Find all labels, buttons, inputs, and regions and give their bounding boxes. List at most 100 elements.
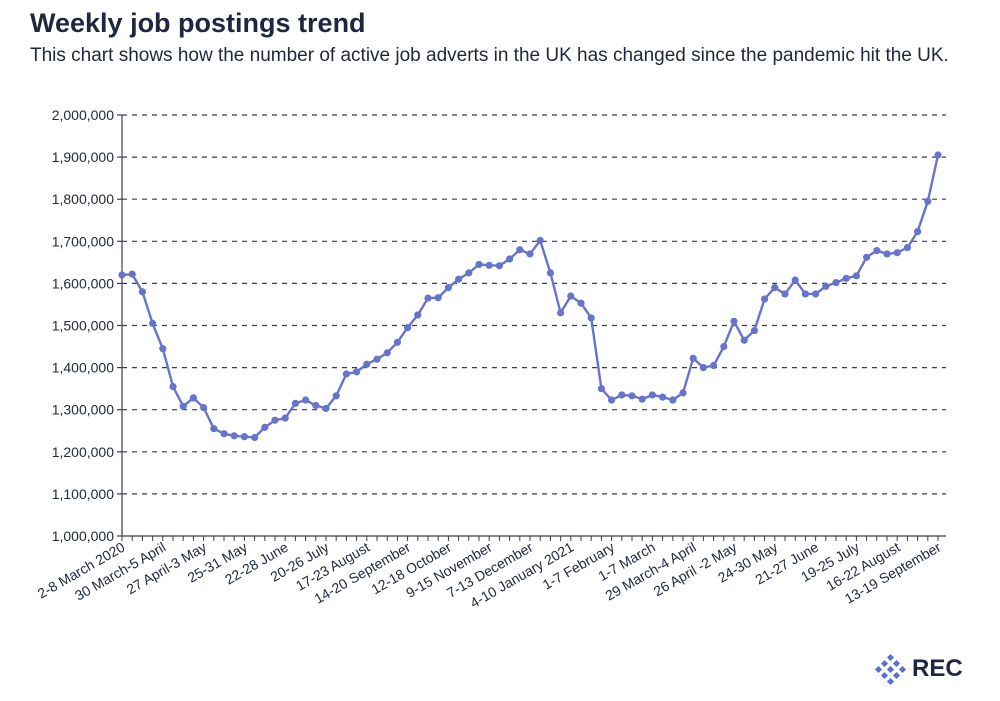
logo-square <box>898 665 907 674</box>
y-tick-label: 1,200,000 <box>52 444 114 460</box>
chart-subtitle: This chart shows how the number of activ… <box>30 45 949 66</box>
data-point <box>750 326 759 335</box>
data-point <box>526 250 534 258</box>
data-point <box>924 197 932 205</box>
y-tick-label: 1,300,000 <box>52 402 114 418</box>
data-point <box>230 432 238 440</box>
data-point <box>832 278 840 287</box>
data-point <box>312 401 320 410</box>
data-point <box>761 295 769 303</box>
logo-square <box>880 671 889 680</box>
y-tick-label: 1,600,000 <box>52 275 114 291</box>
data-point <box>118 271 126 279</box>
data-point <box>740 336 748 344</box>
data-point <box>322 404 330 413</box>
data-point <box>271 416 279 424</box>
rec-logo-icon <box>874 653 907 686</box>
data-point <box>393 338 401 346</box>
data-point <box>893 249 901 257</box>
rec-logo: REC <box>872 652 972 688</box>
logo-square <box>886 653 895 662</box>
y-tick-label: 2,000,000 <box>52 107 114 123</box>
data-point <box>414 311 422 319</box>
data-point <box>597 385 606 393</box>
y-tick-label: 1,700,000 <box>52 233 114 249</box>
data-point <box>771 284 779 292</box>
data-point <box>699 364 708 372</box>
data-point <box>648 391 657 399</box>
data-point <box>251 433 259 442</box>
logo-square <box>892 671 901 680</box>
data-point <box>903 244 912 252</box>
data-point <box>149 319 157 327</box>
data-point <box>934 151 942 159</box>
chart-title: Weekly job postings trend <box>30 8 366 38</box>
data-point <box>159 345 167 353</box>
data-point <box>689 354 697 362</box>
data-point <box>475 260 483 269</box>
data-point <box>791 276 799 284</box>
data-point <box>455 275 463 283</box>
data-point <box>781 290 789 298</box>
data-point <box>128 270 136 278</box>
y-tick-label: 1,100,000 <box>52 486 114 502</box>
data-point <box>465 269 473 277</box>
data-point <box>240 433 248 441</box>
y-tick-label: 1,400,000 <box>52 360 114 376</box>
data-point <box>710 361 718 370</box>
data-point <box>638 395 646 403</box>
data-point <box>567 292 575 300</box>
data-point <box>812 290 820 298</box>
data-point <box>363 360 371 368</box>
data-point <box>404 324 412 332</box>
data-point <box>342 370 350 378</box>
data-point <box>577 299 585 307</box>
logo-square <box>874 665 883 674</box>
data-point <box>587 314 595 322</box>
data-point <box>546 269 555 277</box>
data-point <box>852 272 861 280</box>
data-point <box>822 282 830 290</box>
data-point <box>842 274 850 282</box>
data-point <box>628 392 636 400</box>
logo-square <box>892 659 901 668</box>
data-point <box>261 423 269 431</box>
rec-logo-text: REC <box>912 655 963 682</box>
data-point <box>332 392 340 400</box>
data-point <box>281 414 289 422</box>
data-point <box>516 246 524 254</box>
data-point <box>557 309 565 317</box>
data-point <box>353 368 361 376</box>
data-point <box>373 355 381 363</box>
data-point <box>485 261 493 269</box>
data-point <box>801 290 810 298</box>
data-point <box>679 389 687 397</box>
y-tick-label: 1,800,000 <box>52 191 114 207</box>
data-point <box>659 393 667 401</box>
data-point <box>730 317 738 325</box>
data-point <box>434 294 442 302</box>
data-point <box>608 396 616 404</box>
data-point <box>914 228 922 236</box>
data-point <box>618 391 626 399</box>
data-point <box>220 430 228 438</box>
y-tick-label: 1,500,000 <box>52 318 114 334</box>
data-point <box>536 236 544 245</box>
data-point <box>200 403 208 412</box>
data-point <box>383 349 391 357</box>
y-tick-label: 1,900,000 <box>52 149 114 165</box>
data-point <box>189 394 197 402</box>
data-point <box>291 399 299 407</box>
data-point <box>302 396 310 404</box>
data-point <box>138 288 146 296</box>
data-point <box>720 342 728 351</box>
y-tick-label: 1,000,000 <box>52 528 114 544</box>
data-point <box>883 250 891 258</box>
logo-square <box>886 665 895 674</box>
logo-square <box>880 659 889 668</box>
data-point <box>424 294 432 302</box>
data-point <box>169 382 177 391</box>
data-point <box>506 255 514 263</box>
logo-square <box>886 677 895 686</box>
